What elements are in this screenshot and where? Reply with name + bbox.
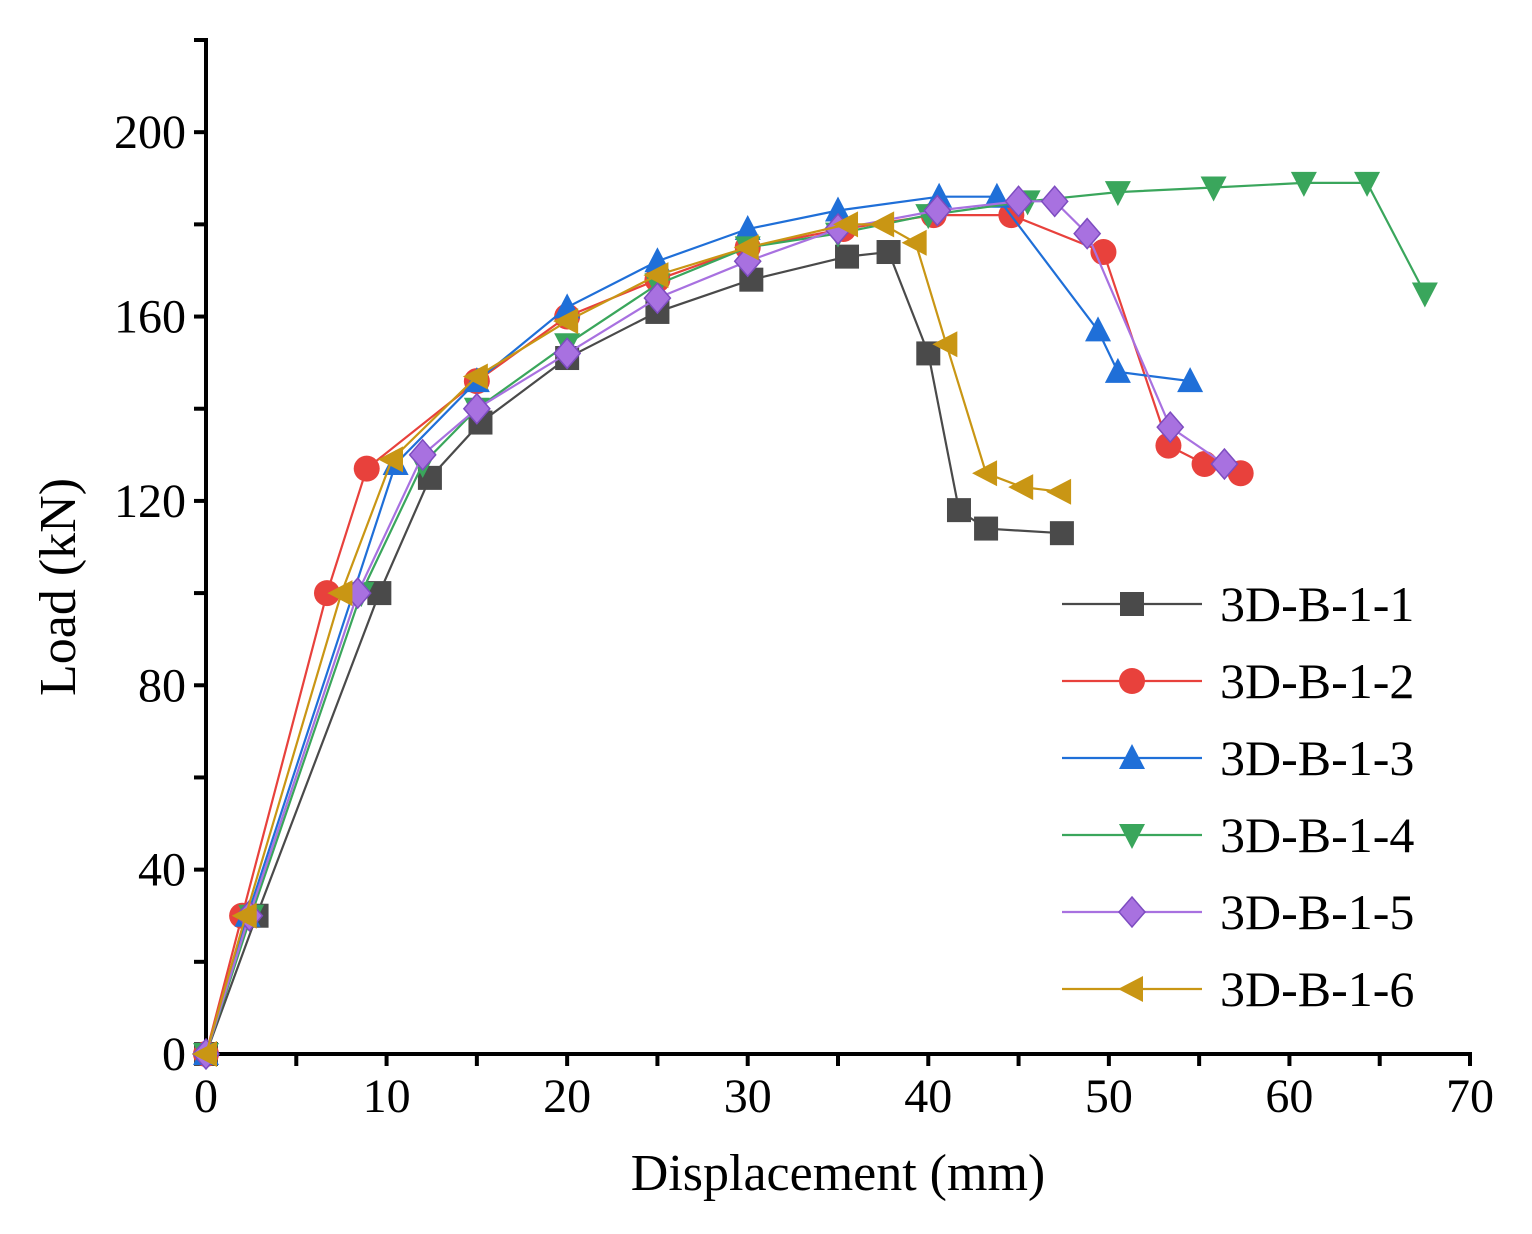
data-point bbox=[643, 262, 669, 289]
data-point bbox=[1354, 171, 1381, 197]
data-point bbox=[313, 580, 340, 607]
y-tick-label: 120 bbox=[114, 475, 186, 528]
data-point bbox=[923, 194, 952, 227]
data-point bbox=[869, 211, 895, 238]
data-point bbox=[462, 363, 488, 390]
legend-marker bbox=[1118, 976, 1143, 1002]
data-point bbox=[1004, 185, 1033, 218]
plot-area bbox=[192, 171, 1438, 1071]
axes: 0 40 80 120 160 200 0 10 20 30 40 50 60 70 bbox=[114, 38, 1494, 1123]
legend-marker bbox=[1119, 824, 1145, 849]
legend-label: 3D-B-1-2 bbox=[1220, 653, 1414, 709]
y-axis-title: Load (kN) bbox=[30, 478, 87, 696]
data-point bbox=[972, 460, 998, 487]
y-tick-label: 0 bbox=[162, 1028, 186, 1081]
data-point bbox=[833, 211, 859, 238]
y-tick-label: 80 bbox=[138, 659, 186, 712]
data-point bbox=[1104, 357, 1131, 383]
data-point bbox=[231, 902, 257, 929]
data-point bbox=[1177, 367, 1204, 393]
data-point bbox=[327, 580, 353, 607]
data-point bbox=[1073, 217, 1102, 250]
x-tick-label: 10 bbox=[363, 1070, 411, 1123]
data-point bbox=[1104, 181, 1131, 207]
legend-item: 3D-B-1-5 bbox=[1062, 884, 1414, 940]
legend: 3D-B-1-1 3D-B-1-2 3D-B-1-3 3D-B-1-4 3D-B-1-5… bbox=[1062, 576, 1414, 1017]
x-tick-label: 40 bbox=[904, 1070, 952, 1123]
series-3D-B-1-3 bbox=[193, 182, 1204, 1065]
data-point bbox=[1290, 171, 1317, 197]
legend-item: 3D-B-1-2 bbox=[1062, 653, 1414, 709]
data-point bbox=[553, 337, 582, 370]
legend-item: 3D-B-1-3 bbox=[1062, 730, 1414, 786]
x-tick-label: 70 bbox=[1446, 1070, 1494, 1123]
y-tick-label: 160 bbox=[114, 291, 186, 344]
x-tick-label: 60 bbox=[1265, 1070, 1313, 1123]
legend-label: 3D-B-1-5 bbox=[1220, 884, 1414, 940]
data-point bbox=[1411, 282, 1438, 308]
data-point bbox=[1210, 447, 1239, 481]
data-point bbox=[734, 214, 761, 240]
data-point bbox=[1155, 432, 1182, 459]
legend-marker bbox=[1119, 668, 1145, 694]
data-point bbox=[1046, 478, 1072, 505]
legend-item: 3D-B-1-6 bbox=[1062, 961, 1414, 1017]
data-point bbox=[983, 182, 1010, 208]
x-ticks: 0 10 20 30 40 50 60 70 bbox=[194, 1054, 1494, 1123]
legend-label: 3D-B-1-4 bbox=[1220, 807, 1414, 863]
series-line bbox=[204, 200, 1226, 1055]
legend-item: 3D-B-1-1 bbox=[1062, 576, 1414, 632]
x-tick-label: 20 bbox=[543, 1070, 591, 1123]
y-ticks: 0 40 80 120 160 200 bbox=[114, 38, 206, 1081]
series-line bbox=[204, 195, 1191, 1055]
data-point bbox=[377, 446, 403, 473]
x-tick-label: 30 bbox=[724, 1070, 772, 1123]
series-3D-B-1-6 bbox=[192, 211, 1072, 1067]
y-tick-label: 200 bbox=[114, 106, 186, 159]
data-point bbox=[353, 455, 380, 482]
data-point bbox=[876, 240, 901, 265]
data-point bbox=[408, 438, 437, 471]
y-tick-label: 40 bbox=[138, 844, 186, 897]
legend-label: 3D-B-1-6 bbox=[1220, 961, 1414, 1017]
legend-label: 3D-B-1-1 bbox=[1220, 576, 1414, 632]
x-tick-label: 0 bbox=[194, 1070, 218, 1123]
series-line bbox=[204, 250, 1062, 1055]
data-point bbox=[192, 1041, 217, 1067]
legend-marker bbox=[1118, 895, 1146, 929]
data-point bbox=[901, 229, 927, 256]
data-point bbox=[1156, 411, 1185, 444]
data-point bbox=[1191, 451, 1218, 478]
data-point bbox=[462, 392, 491, 425]
data-point bbox=[1040, 185, 1069, 218]
data-point bbox=[553, 308, 579, 335]
x-tick-label: 50 bbox=[1085, 1070, 1133, 1123]
legend-marker bbox=[1119, 744, 1145, 769]
series-line bbox=[204, 181, 1426, 1055]
data-point bbox=[1049, 521, 1074, 546]
data-point bbox=[946, 498, 971, 523]
data-point bbox=[932, 331, 958, 358]
data-point bbox=[1200, 176, 1227, 202]
series-3D-B-1-1 bbox=[194, 240, 1074, 1066]
data-point bbox=[733, 234, 759, 261]
legend-item: 3D-B-1-4 bbox=[1062, 807, 1414, 863]
data-point bbox=[1085, 316, 1112, 342]
data-point bbox=[974, 516, 999, 541]
data-point bbox=[643, 281, 672, 315]
x-axis-title: Displacement (mm) bbox=[631, 1145, 1045, 1202]
data-point bbox=[825, 196, 851, 222]
legend-label: 3D-B-1-3 bbox=[1220, 730, 1414, 786]
data-point bbox=[835, 244, 860, 269]
legend-marker bbox=[1120, 592, 1144, 616]
data-point bbox=[1008, 474, 1034, 501]
